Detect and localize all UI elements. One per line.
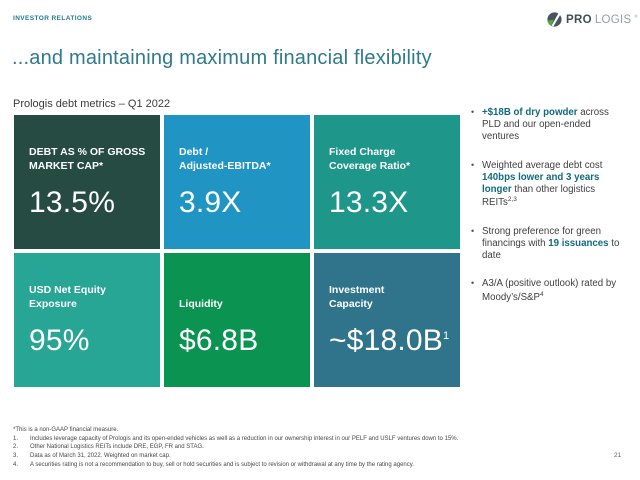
metric-tile: Liquidity $6.8B — [164, 253, 310, 387]
page-title: ...and maintaining maximum financial fle… — [12, 47, 432, 69]
metric-value: 13.5% — [29, 186, 116, 219]
metric-label-box: USD Net Equity Exposure — [29, 283, 148, 311]
footnotes: *This is a non-GAAP financial measure. 1… — [13, 427, 628, 470]
highlight-text: Weighted average debt cost — [482, 159, 603, 171]
footnote-number: 1. — [13, 435, 19, 442]
slide-subtitle: Prologis debt metrics – Q1 2022 — [13, 98, 171, 110]
metric-label: Liquidity — [179, 297, 223, 310]
metric-tiles: DEBT AS % OF GROSS MARKET CAP* 13.5% Debt … — [14, 115, 460, 387]
highlight-text: 4 — [539, 290, 544, 298]
highlight-emphasis: 19 issuances — [548, 237, 609, 249]
metric-value-superscript: 1 — [443, 330, 450, 342]
highlight-text: than other logistics REITs — [482, 184, 596, 209]
logo-text-pro: PRO — [566, 13, 592, 26]
footnote-number: 4. — [13, 461, 19, 468]
footnote-text: A securities rating is not a recommendat… — [30, 461, 414, 468]
prologis-globe-icon — [546, 11, 563, 28]
footnote-number: 2. — [13, 444, 19, 451]
metric-label: Fixed Charge Coverage Ratio* — [329, 146, 411, 172]
metric-value: 13.3X — [329, 186, 409, 219]
footnote-item: 1. Includes leverage capacity of Prologis… — [13, 436, 628, 443]
metric-label-box: Investment Capacity — [329, 283, 448, 311]
metric-label: Debt / Adjusted-EBITDA* — [179, 146, 271, 172]
highlight-text: 2,3 — [507, 196, 517, 204]
footnote-text: Other National Logistics REITs include D… — [30, 444, 204, 451]
highlight-emphasis: 140bps lower and 3 years longer — [482, 171, 600, 196]
highlight-text: across PLD and our open-ended ventures — [482, 107, 609, 143]
footnote-number: 3. — [13, 453, 19, 460]
highlight-item: +$18B of dry powder across PLD and our o… — [470, 107, 622, 144]
logo-trademark: ® — [634, 14, 638, 19]
logo-text-logis: LOGIS — [594, 13, 632, 26]
metric-tile: USD Net Equity Exposure 95% — [14, 253, 160, 387]
metric-label: USD Net Equity Exposure — [29, 284, 107, 310]
highlight-item: A3/A (positive outlook) rated by Moody’s… — [470, 278, 622, 304]
footnote-text: Includes leverage capacity of Prologis a… — [30, 435, 459, 442]
footnote-item: 4. A securities rating is not a recommend… — [13, 462, 628, 469]
highlights-list: +$18B of dry powder across PLD and our o… — [470, 107, 622, 320]
highlight-item: Weighted average debt cost 140bps lower … — [470, 160, 622, 210]
highlight-item: Strong preference for green financings w… — [470, 226, 622, 263]
metric-label-box: DEBT AS % OF GROSS MARKET CAP* — [29, 145, 148, 173]
footnote-items: 1. Includes leverage capacity of Prologis… — [13, 436, 628, 469]
footnote-item: 3. Data as of March 31, 2022. Weighted on… — [13, 453, 628, 460]
metric-label: Investment Capacity — [329, 284, 385, 310]
metric-label-box: Liquidity — [179, 283, 298, 311]
highlight-text: to date — [482, 237, 620, 262]
metric-value: ~$18.0B1 — [329, 324, 450, 357]
metric-value: 3.9X — [179, 186, 242, 219]
metric-tile: DEBT AS % OF GROSS MARKET CAP* 13.5% — [14, 115, 160, 249]
footnote-item: 2. Other National Logistics REITs include… — [13, 444, 628, 451]
footnote-star: *This is a non-GAAP financial measure. — [13, 427, 119, 433]
investor-relations-eyebrow: INVESTOR RELATIONS — [13, 15, 93, 22]
metric-tile: Fixed Charge Coverage Ratio* 13.3X — [314, 115, 460, 249]
metric-tile: Debt / Adjusted-EBITDA* 3.9X — [164, 115, 310, 249]
footnote-text: Data as of March 31, 2022. Weighted on m… — [30, 453, 171, 460]
highlight-text: Strong preference for green financings w… — [482, 225, 602, 249]
metric-label-box: Fixed Charge Coverage Ratio* — [329, 145, 448, 173]
highlight-emphasis: +$18B of dry powder — [482, 107, 578, 118]
highlight-text: A3/A (positive outlook) rated by Moody’s… — [482, 278, 617, 303]
metric-label: DEBT AS % OF GROSS MARKET CAP* — [29, 146, 146, 172]
metric-value: $6.8B — [179, 324, 259, 357]
metric-tile: Investment Capacity ~$18.0B1 — [314, 253, 460, 387]
metric-label-box: Debt / Adjusted-EBITDA* — [179, 145, 298, 173]
page-number: 21 — [614, 452, 622, 459]
metric-value: 95% — [29, 324, 90, 357]
prologis-logo: PRO LOGIS ® — [546, 11, 638, 28]
